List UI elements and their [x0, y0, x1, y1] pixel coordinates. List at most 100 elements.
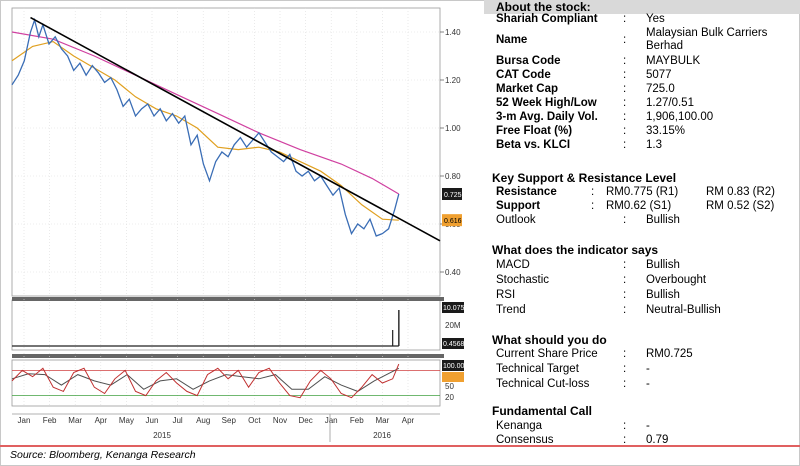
stock-chart: 1.401.201.000.800.600.400.7250.61610.075… [2, 2, 480, 444]
panel-separator [12, 354, 444, 358]
info-panel: Shariah Compliant: Yes Name: Malaysian Bulk… [484, 0, 800, 446]
row-value: RM0.725 [646, 348, 693, 360]
row-label: Beta vs. KLCI [496, 139, 571, 151]
row-value: 0.79 [646, 434, 669, 446]
y-tick-label: 1.00 [445, 124, 461, 133]
row-colon: : [623, 55, 627, 67]
info-row: 3-m Avg. Daily Vol.: 1,906,100.00 [496, 111, 796, 125]
row-label: Stochastic [496, 274, 550, 286]
ma-fast-line [11, 40, 399, 221]
x-tick-label: Aug [196, 416, 210, 425]
row-label: Market Cap [496, 83, 558, 95]
stoch-tick-label: 50 [445, 382, 454, 391]
info-row: Technical Target: - [496, 363, 796, 377]
row-colon: : [623, 289, 627, 301]
row-value: - [646, 378, 650, 390]
s1-value: RM0.62 (S1) [606, 200, 672, 212]
row-colon: : [623, 139, 627, 151]
x-tick-label: Feb [350, 416, 364, 425]
y-tick-label: 1.40 [445, 28, 461, 37]
ma-slow-line [11, 31, 400, 195]
row-value: 725.0 [646, 83, 675, 95]
row-value-2: Berhad [646, 40, 684, 52]
y-tick-label: 0.80 [445, 172, 461, 181]
row-colon: : [623, 274, 627, 286]
price-tag-current-label: 0.725 [444, 192, 462, 199]
row-label: Shariah Compliant [496, 13, 598, 25]
row-colon: : [623, 111, 627, 123]
row-colon: : [591, 186, 595, 198]
row-value: Bullish [646, 289, 680, 301]
outlook-row: Outlook: Bullish [496, 214, 796, 228]
volume-tag-top-label: 10.0758 [443, 305, 468, 312]
info-row: Beta vs. KLCI: 1.3 [496, 139, 796, 153]
x-tick-label: Apr [95, 416, 108, 425]
todo-heading: What should you do [492, 333, 607, 347]
price-tag-ma [442, 214, 462, 227]
row-value: Overbought [646, 274, 707, 286]
row-value: Bullish [646, 214, 680, 226]
x-tick-label: Jun [146, 416, 159, 425]
info-row: 52 Week High/Low: 1.27/0.51 [496, 97, 796, 111]
info-row: Trend: Neutral-Bullish [496, 304, 796, 318]
row-label: 52 Week High/Low [496, 97, 597, 109]
source-note: Source: Bloomberg, Kenanga Research [10, 449, 196, 461]
stoch-tag [442, 360, 464, 371]
row-colon: : [623, 34, 627, 46]
fundamental-heading: Fundamental Call [492, 404, 593, 418]
row-colon: : [623, 69, 627, 81]
x-tick-label: Dec [298, 416, 312, 425]
row-value: Malaysian Bulk Carriers [646, 27, 768, 39]
row-label: MACD [496, 259, 530, 271]
row-label: Support [496, 200, 541, 212]
row-label: 3-m Avg. Daily Vol. [496, 111, 598, 123]
x-tick-label: Apr [402, 416, 415, 425]
indicator-heading: What does the indicator says [492, 243, 659, 257]
row-value: 1.3 [646, 139, 662, 151]
row-label: Bursa Code [496, 55, 561, 67]
row-colon: : [623, 97, 627, 109]
row-value: Bullish [646, 259, 680, 271]
resistance-row: Resistance: RM0.775 (R1) RM 0.83 (R2) [496, 186, 796, 200]
row-colon: : [623, 378, 627, 390]
row-label: Technical Cut-loss [496, 378, 590, 390]
row-value: Neutral-Bullish [646, 304, 721, 316]
stoch-tag-label: 100.00 [443, 363, 465, 370]
row-value: - [646, 420, 650, 432]
row-label: Trend [496, 304, 526, 316]
x-tick-label: Jul [172, 416, 182, 425]
downtrend-line [30, 16, 441, 242]
row-colon: : [623, 125, 627, 137]
r2-value: RM 0.83 (R2) [706, 186, 776, 198]
price-panel [11, 7, 441, 297]
info-row: Bursa Code: MAYBULK [496, 55, 796, 69]
support-heading: Key Support & Resistance Level [492, 171, 677, 185]
row-colon: : [623, 304, 627, 316]
support-row: Support: RM0.62 (S1) RM 0.52 (S2) [496, 200, 796, 214]
info-row: RSI: Bullish [496, 289, 796, 303]
x-tick-label: Feb [43, 416, 57, 425]
row-value: 1,906,100.00 [646, 111, 714, 123]
x-tick-label: Sep [222, 416, 237, 425]
row-label: Name [496, 34, 528, 46]
volume-panel [11, 299, 441, 351]
row-label: Kenanga [496, 420, 543, 432]
row-value: Yes [646, 13, 665, 25]
row-label: Resistance [496, 186, 557, 198]
x-tick-label: Mar [376, 416, 390, 425]
row-colon: : [623, 83, 627, 95]
info-row: Technical Cut-loss: - [496, 378, 796, 392]
row-colon: : [623, 214, 627, 226]
row-value: MAYBULK [646, 55, 701, 67]
info-row: Name: Malaysian Bulk Carriers Berhad [496, 27, 796, 55]
stoch-signal-line [11, 367, 400, 392]
footer-divider [0, 445, 800, 447]
price-tag-ma-label: 0.616 [444, 218, 462, 225]
info-row: Current Share Price: RM0.725 [496, 348, 796, 362]
stoch-tick-label: 20 [445, 393, 454, 402]
panel-separator [12, 297, 444, 301]
row-value: 1.27/0.51 [646, 97, 694, 109]
volume-tag-bottom-label: 0.45689 [443, 341, 468, 348]
price-line [11, 17, 400, 237]
y-tick-label: 1.20 [445, 76, 461, 85]
